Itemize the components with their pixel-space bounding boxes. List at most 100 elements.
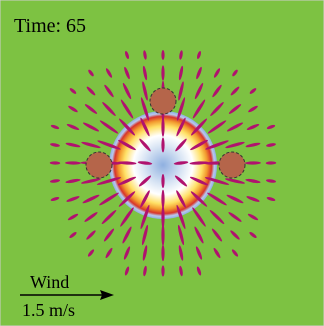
flow-vector — [207, 192, 227, 206]
flow-vector — [190, 191, 208, 207]
obstacle — [218, 151, 246, 179]
flow-vector — [67, 213, 79, 221]
flow-vector — [195, 246, 203, 260]
flow-vector — [88, 69, 94, 77]
flow-vector — [176, 204, 186, 230]
wind-arrow-head — [100, 290, 114, 300]
flow-vector — [68, 105, 78, 113]
flow-vector — [118, 191, 136, 207]
flow-vector — [120, 99, 134, 119]
flow-vector — [82, 122, 100, 132]
flow-vector — [161, 174, 165, 188]
flow-vector — [143, 265, 147, 277]
obstacle — [149, 87, 177, 115]
flow-vector — [66, 196, 80, 202]
flow-vector — [140, 190, 150, 208]
wind-label: Wind — [30, 272, 69, 292]
flow-vector — [161, 65, 165, 81]
flow-vector — [178, 81, 184, 101]
flow-vector — [122, 226, 132, 244]
flow-vector — [249, 88, 257, 94]
flow-vector — [189, 161, 209, 165]
flow-vector — [190, 118, 208, 136]
flow-vector — [196, 50, 202, 60]
flow-vector — [140, 97, 150, 121]
flow-vector — [174, 175, 188, 187]
flow-vector — [205, 140, 229, 150]
flow-vector — [246, 123, 260, 131]
flow-vector — [138, 175, 152, 187]
flow-vector — [120, 207, 134, 227]
flow-vector — [194, 226, 204, 244]
flow-vector — [86, 230, 96, 240]
flow-vector — [139, 138, 151, 152]
flow-vector — [161, 205, 165, 229]
flow-vector — [65, 161, 81, 165]
flow-vector — [118, 118, 136, 136]
flow-vector — [245, 178, 261, 184]
flow-vector — [84, 104, 98, 114]
flow-vector — [117, 161, 137, 165]
flow-vector — [142, 245, 148, 261]
flow-vector — [176, 117, 186, 137]
flow-vector — [232, 69, 238, 77]
flow-vector — [245, 161, 261, 165]
flow-vector — [175, 138, 187, 152]
flow-vector — [87, 249, 95, 257]
flow-vector — [161, 224, 165, 246]
flow-vector — [69, 232, 77, 238]
flow-vector — [213, 247, 221, 259]
flow-vector — [266, 124, 276, 130]
flow-vector — [207, 120, 227, 134]
flow-vector — [161, 117, 165, 137]
flow-vector — [81, 141, 101, 149]
time-label: Time: 65 — [14, 15, 86, 37]
flow-vector — [124, 50, 130, 60]
flow-vector — [178, 65, 184, 81]
flow-vector — [104, 84, 114, 98]
vector-field — [49, 50, 277, 277]
flow-vector — [265, 161, 277, 165]
flow-vector — [97, 140, 121, 150]
flow-vector — [118, 139, 136, 151]
flow-vector — [196, 266, 202, 276]
flow-vector — [178, 245, 184, 261]
flow-vector — [105, 68, 113, 78]
flow-vector — [69, 88, 77, 94]
wind-speed: 1.5 m/s — [22, 300, 75, 320]
flow-vector — [228, 104, 242, 114]
flow-vector — [266, 196, 276, 202]
flow-vector — [50, 124, 60, 130]
flow-vector — [84, 212, 98, 222]
flow-vector — [141, 224, 149, 246]
flow-vector — [140, 117, 150, 137]
flow-vector — [161, 265, 165, 277]
flow-vector — [161, 244, 165, 262]
flow-vector — [249, 232, 257, 238]
flow-vector — [105, 247, 113, 259]
flow-vector — [99, 120, 119, 134]
flow-vector — [49, 161, 61, 165]
flow-vector — [81, 178, 101, 184]
flow-vector — [189, 176, 209, 186]
flow-vector — [265, 179, 277, 183]
flow-vector — [176, 97, 186, 121]
flow-vector — [226, 194, 244, 204]
flow-vector — [161, 137, 165, 153]
flow-vector — [103, 228, 115, 242]
flow-vector — [225, 178, 245, 184]
flow-vector — [230, 86, 240, 96]
flow-vector — [179, 265, 183, 277]
flow-vector — [50, 196, 60, 202]
flow-vector — [194, 82, 204, 100]
flow-vector — [65, 142, 81, 148]
flow-vector — [99, 192, 119, 206]
flow-vector — [161, 189, 165, 209]
flow-vector — [176, 190, 186, 208]
flow-vector — [117, 176, 137, 186]
flow-vector — [228, 212, 242, 222]
flow-vector — [204, 177, 230, 185]
flow-vector — [211, 228, 223, 242]
flow-vector — [123, 246, 131, 260]
